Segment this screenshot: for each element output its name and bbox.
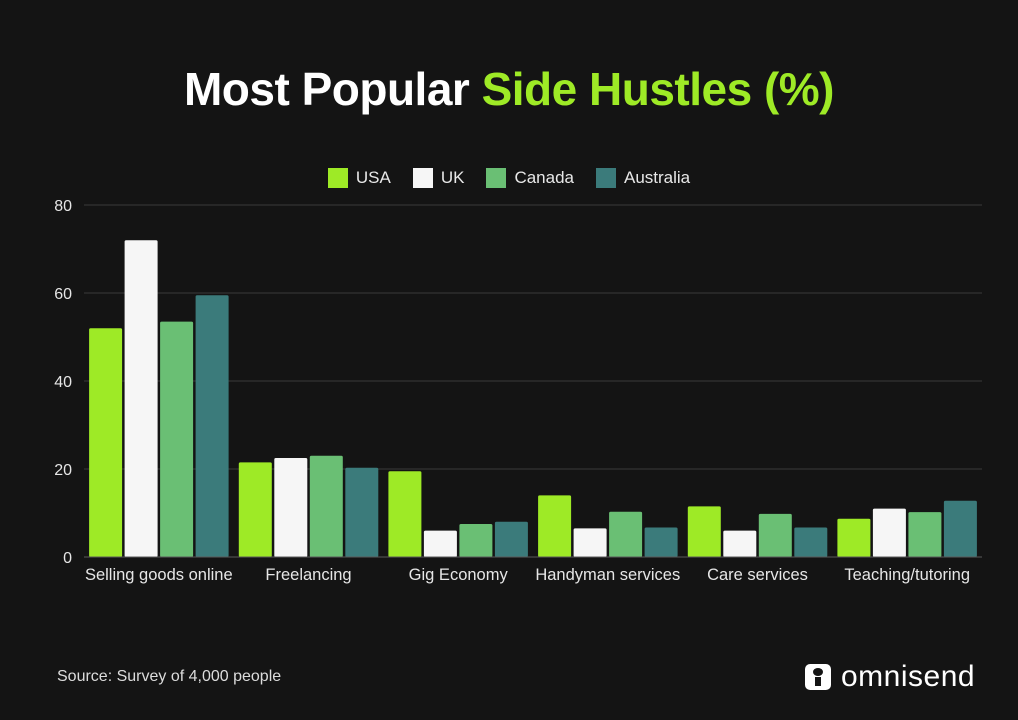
bar-uk-4 — [723, 530, 757, 557]
bar-australia-4 — [794, 527, 828, 557]
bar-uk-2 — [423, 530, 457, 557]
bar-canada-3 — [609, 511, 643, 557]
brand-logo: omnisend — [805, 660, 975, 694]
bar-usa-5 — [837, 518, 871, 557]
omnisend-logo-icon — [805, 664, 831, 690]
x-tick-label-0: Selling goods online — [85, 566, 233, 584]
y-tick-label-20: 20 — [54, 462, 72, 479]
bar-uk-0 — [124, 240, 158, 557]
legend-label-australia: Australia — [624, 168, 691, 187]
legend-item-canada: Canada — [486, 168, 574, 188]
bar-usa-1 — [238, 462, 272, 557]
y-tick-label-80: 80 — [54, 198, 72, 215]
bar-usa-4 — [687, 506, 721, 557]
x-tick-label-4: Care services — [707, 566, 808, 584]
bar-usa-2 — [388, 471, 422, 557]
bar-uk-3 — [573, 528, 607, 557]
y-tick-label-0: 0 — [63, 550, 72, 567]
legend-swatch-uk — [412, 168, 433, 188]
x-tick-label-3: Handyman services — [535, 566, 680, 584]
bar-australia-2 — [494, 521, 528, 557]
bar-usa-0 — [89, 328, 123, 557]
bar-australia-3 — [644, 527, 678, 557]
legend: USA UK Canada Australia — [0, 168, 1018, 188]
bar-chart: 0 20 40 60 80 Selling goods online Freelancing… — [54, 198, 982, 584]
y-tick-label-60: 60 — [54, 286, 72, 303]
bar-canada-1 — [309, 455, 343, 557]
bar-australia-1 — [345, 467, 379, 557]
chart-title: Most Popular Side Hustles (%) — [0, 62, 1018, 116]
bar-canada-2 — [459, 524, 493, 557]
legend-label-usa: USA — [355, 168, 391, 187]
x-tick-label-2: Gig Economy — [409, 566, 509, 584]
bar-canada-0 — [160, 321, 194, 557]
brand-logo-text: omnisend — [841, 660, 976, 693]
legend-item-usa: USA — [327, 168, 391, 188]
legend-swatch-canada — [486, 168, 507, 188]
x-tick-label-5: Teaching/tutoring — [844, 566, 970, 584]
bar-usa-3 — [538, 495, 572, 557]
legend-item-uk: UK — [412, 168, 465, 188]
legend-label-uk: UK — [440, 168, 465, 187]
legend-swatch-usa — [327, 168, 348, 188]
bar-canada-5 — [908, 512, 942, 557]
legend-item-australia: Australia — [596, 168, 690, 188]
bar-australia-0 — [195, 295, 229, 557]
legend-label-canada: Canada — [514, 168, 574, 187]
bar-uk-1 — [274, 458, 308, 557]
source-note: Source: Survey of 4,000 people — [57, 668, 282, 685]
chart-title-part2: Side Hustles (%) — [481, 63, 835, 115]
bar-uk-5 — [872, 508, 906, 557]
legend-swatch-australia — [596, 168, 616, 188]
y-tick-label-40: 40 — [54, 374, 72, 391]
bar-canada-4 — [758, 513, 792, 557]
x-tick-label-1: Freelancing — [265, 566, 351, 584]
chart-title-part1: Most Popular — [183, 63, 482, 115]
bar-australia-5 — [943, 500, 977, 557]
